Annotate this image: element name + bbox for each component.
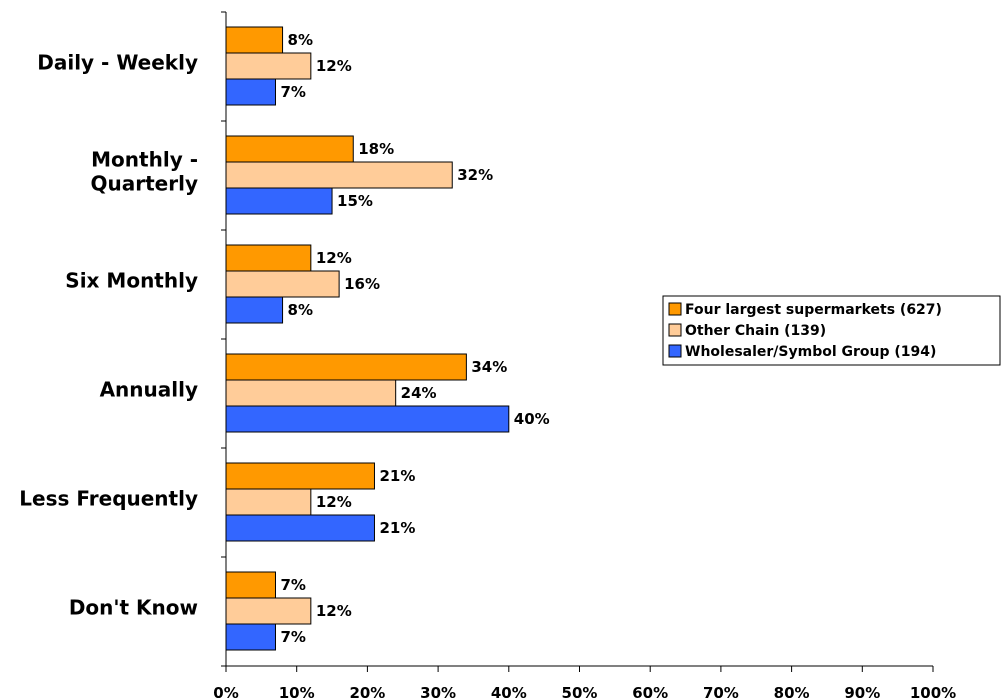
bar-3-1 — [225, 379, 397, 407]
category-label-2: Six Monthly — [65, 269, 198, 293]
category-label-1-line-1: Quarterly — [91, 172, 198, 196]
bar-3-2 — [225, 405, 510, 433]
x-tick-label-5: 50% — [562, 684, 598, 699]
x-tick-label-0: 0% — [213, 684, 238, 699]
bar-2-0 — [225, 244, 312, 272]
bar-5-0 — [225, 571, 276, 599]
data-label-3-0: 34% — [471, 358, 507, 376]
bar-4-2 — [225, 514, 375, 542]
x-tick-label-4: 40% — [491, 684, 527, 699]
data-label-0-2: 7% — [280, 83, 305, 101]
data-label-1-1: 32% — [457, 166, 493, 184]
data-label-1-0: 18% — [358, 140, 394, 158]
bar-5-1 — [225, 597, 312, 625]
data-label-4-1: 12% — [316, 493, 352, 511]
legend-box — [662, 295, 1001, 366]
x-tick-label-7: 70% — [703, 684, 739, 699]
category-label-1-line-0: Monthly - — [91, 148, 198, 172]
legend-label-2: Wholesaler/Symbol Group (194) — [685, 344, 936, 360]
data-label-5-1: 12% — [316, 602, 352, 620]
legend: Four largest supermarkets (627) Other Cha… — [662, 295, 1001, 366]
legend-label-1: Other Chain (139) — [685, 323, 826, 339]
bar-2-2 — [225, 296, 284, 324]
x-tick-label-9: 90% — [844, 684, 880, 699]
data-label-4-0: 21% — [379, 467, 415, 485]
data-label-0-0: 8% — [288, 31, 313, 49]
data-label-3-2: 40% — [514, 410, 550, 428]
data-label-0-1: 12% — [316, 57, 352, 75]
x-tick-label-3: 30% — [420, 684, 456, 699]
bar-1-0 — [225, 135, 354, 163]
x-tick-label-8: 80% — [774, 684, 810, 699]
data-label-2-1: 16% — [344, 275, 380, 293]
bar-0-2 — [225, 78, 276, 106]
data-label-5-0: 7% — [280, 576, 305, 594]
x-tick-label-10: 100% — [910, 684, 956, 699]
data-label-2-0: 12% — [316, 249, 352, 267]
category-label-4: Less Frequently — [19, 487, 198, 511]
bar-3-0 — [225, 353, 467, 381]
x-tick-label-1: 10% — [279, 684, 315, 699]
legend-swatch-0 — [668, 302, 682, 316]
legend-swatch-2 — [668, 344, 682, 358]
data-label-5-2: 7% — [280, 628, 305, 646]
bar-0-1 — [225, 52, 312, 80]
category-label-0: Daily - Weekly — [37, 51, 198, 75]
bar-5-2 — [225, 623, 276, 651]
bar-1-1 — [225, 161, 453, 189]
category-label-3: Annually — [100, 378, 198, 402]
bar-2-1 — [225, 270, 340, 298]
data-label-1-2: 15% — [337, 192, 373, 210]
bar-4-1 — [225, 488, 312, 516]
data-label-2-2: 8% — [288, 301, 313, 319]
bar-4-0 — [225, 462, 375, 490]
category-label-5: Don't Know — [69, 596, 198, 620]
legend-label-0: Four largest supermarkets (627) — [685, 302, 942, 318]
legend-swatch-1 — [668, 323, 682, 337]
x-tick-label-2: 20% — [349, 684, 385, 699]
bar-0-0 — [225, 26, 284, 54]
data-label-4-2: 21% — [379, 519, 415, 537]
data-label-3-1: 24% — [401, 384, 437, 402]
bar-1-2 — [225, 187, 333, 215]
x-tick-label-6: 60% — [632, 684, 668, 699]
